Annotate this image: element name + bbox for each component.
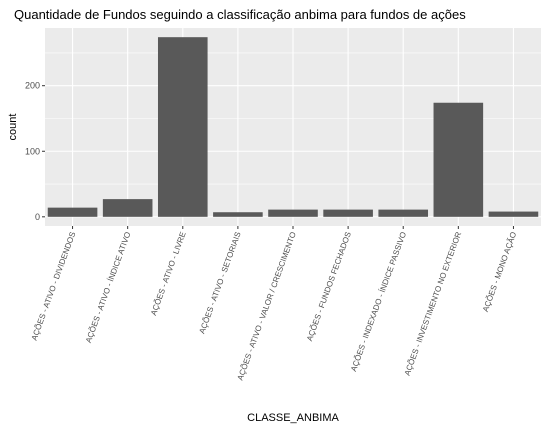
y-tick-label: 200 <box>25 81 40 91</box>
bar <box>158 37 208 217</box>
bar <box>103 199 153 217</box>
bar <box>434 103 484 217</box>
x-axis-title: CLASSE_ANBIMA <box>247 412 339 424</box>
bar <box>213 212 263 217</box>
bar <box>268 210 318 217</box>
y-tick-label: 100 <box>25 146 40 156</box>
y-tick-label: 0 <box>35 212 40 222</box>
y-axis-title: count <box>7 114 19 141</box>
bar <box>489 212 539 217</box>
bar <box>323 210 373 217</box>
bar <box>48 208 98 217</box>
chart-title: Quantidade de Fundos seguindo a classifi… <box>14 7 466 22</box>
bar <box>378 210 428 217</box>
